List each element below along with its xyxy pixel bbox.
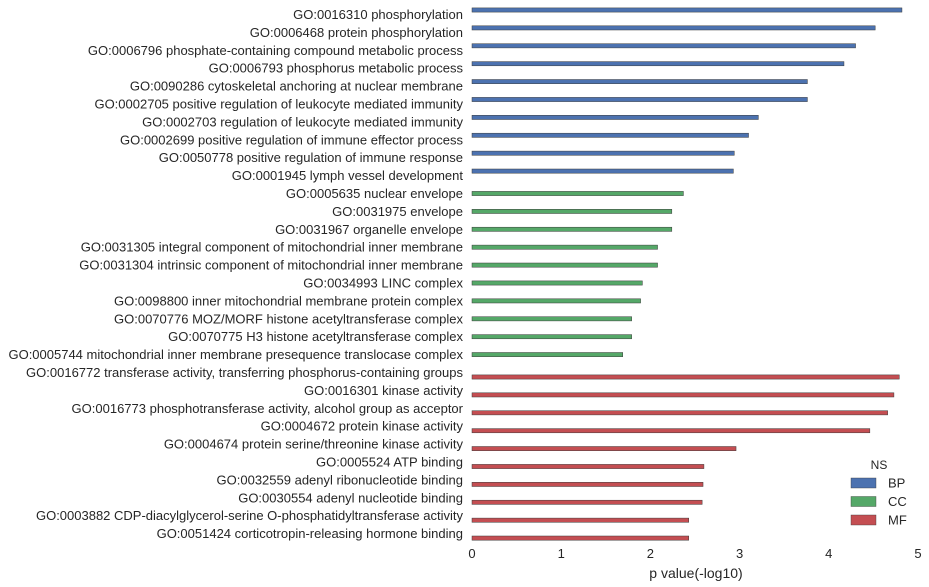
- bar-bp: [471, 168, 734, 174]
- bar-mf: [471, 410, 888, 416]
- category-label: GO:0031305 integral component of mitocho…: [81, 240, 463, 255]
- legend-label: CC: [888, 494, 907, 509]
- legend-label: BP: [888, 476, 905, 491]
- x-axis-title: p value(-log10): [649, 565, 742, 581]
- bar-bp: [471, 115, 759, 120]
- legend-swatch-cc: [850, 496, 877, 507]
- bar-mf: [471, 517, 690, 523]
- category-label: GO:0003882 CDP-diacylglycerol-serine O-p…: [36, 508, 464, 523]
- category-label: GO:0006793 phosphorus metabolic process: [209, 61, 464, 76]
- bar-cc: [471, 209, 673, 214]
- category-label: GO:0070775 H3 histone acetyltransferase …: [168, 329, 463, 344]
- category-label: GO:0002703 regulation of leukocyte media…: [142, 114, 463, 129]
- x-tick-label: 5: [914, 546, 921, 561]
- bar-bp: [471, 25, 876, 31]
- category-label: GO:0030554 adenyl nucleotide binding: [238, 490, 463, 505]
- bar-cc: [471, 191, 684, 196]
- category-label: GO:0016773 phosphotransferase activity, …: [72, 401, 464, 416]
- legend-entries: BP CC MF: [850, 476, 907, 528]
- category-label: GO:0004674 protein serine/threonine kina…: [164, 437, 464, 452]
- x-axis-ticks: 0 1 2 3 4 5: [468, 546, 921, 561]
- x-tick-label: 3: [736, 546, 743, 561]
- category-label: GO:0005744 mitochondrial inner membrane …: [8, 347, 463, 362]
- bar-cc: [471, 280, 643, 286]
- bar-bp: [471, 61, 845, 67]
- bar-cc: [471, 316, 632, 322]
- category-label: GO:0005635 nuclear envelope: [286, 186, 463, 201]
- category-label: GO:0005524 ATP binding: [316, 455, 463, 470]
- category-label: GO:0051424 corticotropin-releasing hormo…: [157, 526, 463, 541]
- bar-mf: [471, 392, 895, 398]
- category-label: GO:0031975 envelope: [332, 204, 463, 219]
- bar-cc: [471, 334, 632, 340]
- bar-mf: [471, 446, 737, 451]
- legend-title: NS: [871, 458, 888, 472]
- bar-cc: [471, 226, 673, 232]
- category-label: GO:0006796 phosphate-containing compound…: [88, 43, 464, 58]
- bar-cc: [471, 262, 658, 268]
- category-label: GO:0002705 positive regulation of leukoc…: [94, 97, 463, 112]
- category-label: GO:0090286 cytoskeletal anchoring at nuc…: [130, 79, 463, 94]
- bar-bp: [471, 7, 903, 13]
- x-tick-label: 1: [558, 546, 565, 561]
- x-tick-label: 0: [468, 546, 475, 561]
- bar-bp: [471, 43, 856, 49]
- category-label: GO:0016301 kinase activity: [304, 383, 463, 398]
- bar-mf: [471, 428, 871, 434]
- category-label: GO:0004672 protein kinase activity: [261, 419, 464, 434]
- bar-bp: [471, 79, 808, 84]
- bars-layer: [471, 7, 903, 541]
- category-label: GO:0006468 protein phosphorylation: [250, 25, 463, 40]
- legend-swatch-mf: [850, 514, 877, 526]
- bar-bp: [471, 150, 735, 156]
- x-tick-label: 4: [825, 546, 832, 561]
- category-label: GO:0034993 LINC complex: [303, 276, 463, 291]
- bar-mf: [471, 482, 704, 487]
- category-label: GO:0031967 organelle envelope: [275, 222, 463, 237]
- bar-mf: [471, 374, 900, 380]
- bar-cc: [471, 244, 658, 250]
- category-label: GO:0098800 inner mitochondrial membrane …: [114, 293, 464, 308]
- category-label: GO:0001945 lymph vessel development: [232, 168, 464, 183]
- category-label: GO:0032559 adenyl ribonucleotide binding: [217, 472, 463, 487]
- x-tick-label: 2: [647, 546, 654, 561]
- category-label: GO:0016310 phosphorylation: [293, 7, 463, 22]
- bar-mf: [471, 535, 690, 541]
- category-label: GO:0016772 transferase activity, transfe…: [26, 365, 463, 380]
- category-label: GO:0031304 intrinsic component of mitoch…: [79, 258, 463, 273]
- bar-cc: [471, 298, 641, 304]
- legend: NS BP CC MF: [850, 458, 907, 528]
- bar-bp: [471, 132, 749, 138]
- category-label: GO:0002699 positive regulation of immune…: [120, 132, 464, 147]
- bar-mf: [471, 464, 705, 469]
- bar-cc: [471, 352, 623, 357]
- category-label: GO:0050778 positive regulation of immune…: [159, 150, 463, 165]
- bar-bp: [471, 97, 808, 102]
- category-label: GO:0070776 MOZ/MORF histone acetyltransf…: [114, 311, 463, 326]
- bar-mf: [471, 499, 703, 505]
- legend-label: MF: [888, 513, 907, 528]
- category-labels: GO:0016310 phosphorylation GO:0006468 pro…: [8, 7, 463, 541]
- legend-swatch-bp: [850, 477, 877, 489]
